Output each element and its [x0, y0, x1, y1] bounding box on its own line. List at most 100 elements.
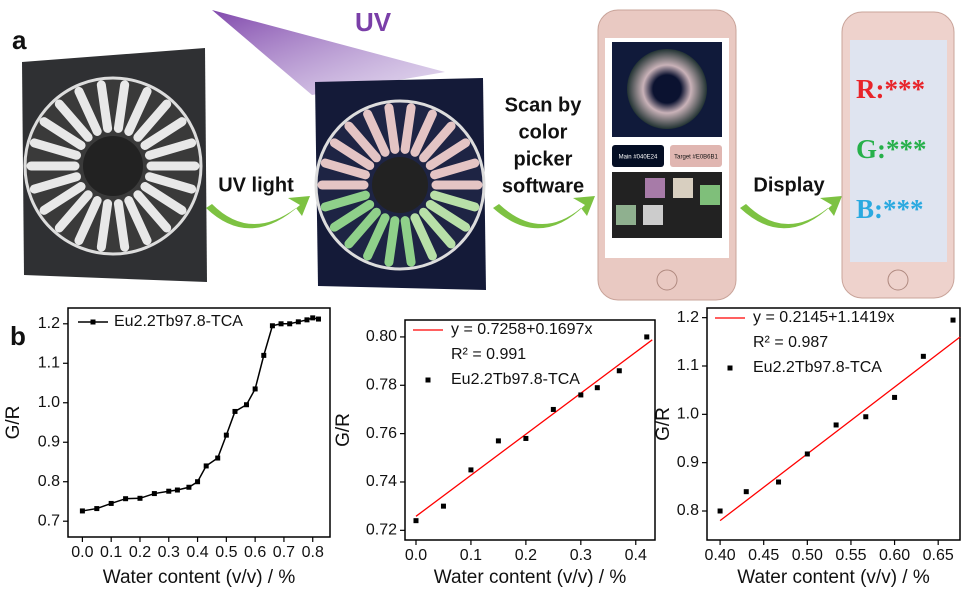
y-tick-label: 0.8 — [677, 502, 699, 519]
marker — [440, 503, 446, 509]
legend-label: Eu2.2Tb97.8-TCA — [753, 359, 882, 376]
y-tick-label: 1.1 — [38, 354, 60, 371]
y-tick-label: 0.72 — [366, 522, 397, 539]
y-tick-label: 1.0 — [677, 406, 699, 423]
plot-frame — [67, 307, 331, 538]
marker — [304, 317, 310, 323]
marker — [310, 315, 316, 321]
y-tick-label: 0.8 — [38, 473, 60, 490]
marker — [79, 508, 85, 514]
marker — [151, 491, 157, 497]
uv-beam — [212, 10, 445, 95]
y-tick-label: 0.9 — [38, 433, 60, 450]
marker — [94, 506, 100, 512]
marker — [920, 353, 926, 359]
tube — [74, 86, 102, 136]
arrow — [740, 196, 842, 229]
tube — [363, 213, 390, 261]
legend-label: y = 0.7258+0.1697x — [451, 321, 592, 338]
x-tick-label: 0.40 — [705, 547, 736, 564]
tube — [144, 138, 197, 160]
annotation: R² = 0.987 — [753, 334, 828, 351]
sample-ring-uv — [314, 99, 486, 271]
legend-label: Eu2.2Tb97.8-TCA — [114, 313, 243, 330]
panel-label: a — [12, 25, 27, 55]
panel-label: b — [10, 321, 26, 351]
marker — [616, 368, 622, 374]
tube — [124, 86, 152, 136]
tube — [74, 196, 102, 246]
tube — [384, 103, 400, 154]
marker — [278, 321, 284, 327]
marker — [108, 500, 114, 506]
marker — [186, 484, 192, 490]
x-axis-title: Water content (v/v) / % — [434, 567, 627, 588]
x-tick-label: 0.6 — [244, 544, 266, 561]
marker — [287, 321, 293, 327]
tube — [144, 172, 197, 194]
tube — [54, 99, 93, 142]
x-tick-label: 0.0 — [405, 547, 427, 564]
tube — [39, 117, 86, 150]
x-tick-label: 0.55 — [835, 547, 866, 564]
x-tick-label: 0.7 — [273, 544, 295, 561]
marker — [223, 432, 229, 438]
marker — [804, 451, 810, 457]
step-line: color — [519, 121, 568, 143]
tube — [384, 216, 400, 267]
marker — [950, 317, 956, 323]
marker — [137, 495, 143, 501]
display-line: B:*** — [856, 194, 924, 224]
app-text: Main #040E24 — [619, 155, 658, 161]
step-label: Scan by color picker software — [502, 94, 584, 197]
marker — [195, 479, 201, 485]
tube — [344, 121, 381, 163]
x-tick-label: 0.0 — [71, 544, 93, 561]
y-tick-label: 0.7 — [38, 512, 60, 529]
tube — [344, 207, 381, 249]
tube — [419, 121, 456, 163]
display-line: G:*** — [856, 134, 927, 164]
swatch — [670, 145, 722, 167]
y-tick-label: 1.2 — [677, 309, 699, 326]
app-ring — [627, 49, 707, 129]
step-line: Scan by — [505, 94, 583, 116]
swatch — [643, 205, 663, 225]
marker — [523, 435, 529, 441]
step-line: software — [502, 175, 584, 197]
x-tick-label: 0.2 — [515, 547, 537, 564]
sample-ring — [23, 76, 203, 256]
x-tick-label: 0.5 — [215, 544, 237, 561]
phone-screen — [850, 40, 947, 262]
x-tick-label: 0.2 — [129, 544, 151, 561]
display-text: R:*** G:*** B:*** — [856, 74, 927, 224]
marker — [123, 496, 129, 502]
tube — [329, 199, 375, 232]
legend-marker — [90, 319, 96, 325]
fit-line — [415, 339, 653, 517]
display-line: R:*** — [856, 74, 925, 104]
marker — [413, 518, 419, 524]
marker — [252, 386, 258, 392]
marker — [495, 438, 501, 444]
tube — [140, 182, 187, 215]
x-tick-label: 0.4 — [186, 544, 208, 561]
x-tick-label: 0.65 — [923, 547, 954, 564]
y-axis-title: G/R — [333, 413, 354, 447]
x-tick-label: 0.3 — [158, 544, 180, 561]
tube — [29, 138, 82, 160]
tube — [133, 190, 172, 233]
tube — [54, 190, 93, 233]
marker — [174, 487, 180, 493]
marker — [203, 463, 209, 469]
marker — [295, 319, 301, 325]
x-tick-label: 0.45 — [748, 547, 779, 564]
x-tick-label: 0.4 — [625, 547, 647, 564]
marker — [269, 323, 275, 329]
tube — [425, 199, 471, 232]
marker — [594, 385, 600, 391]
y-tick-label: 0.80 — [366, 328, 397, 345]
marker — [776, 479, 782, 485]
step-line: picker — [514, 148, 573, 170]
